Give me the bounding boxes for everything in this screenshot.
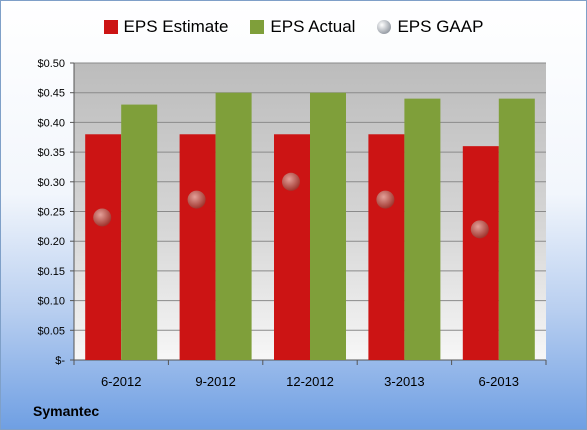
legend-item-estimate: EPS Estimate <box>103 17 229 37</box>
bar-eps-estimate <box>274 134 310 360</box>
marker-eps-gaap <box>470 220 489 239</box>
legend-item-gaap: EPS GAAP <box>377 17 483 37</box>
y-tick-label: $0.30 <box>37 177 65 189</box>
marker-eps-gaap <box>93 208 112 227</box>
marker-eps-gaap <box>187 190 206 209</box>
x-tick-label: 9-2012 <box>195 374 235 389</box>
y-tick-label: $0.10 <box>37 296 65 308</box>
x-tick-label: 3-2013 <box>384 374 424 389</box>
y-tick-label: $0.45 <box>37 88 65 100</box>
x-tick-label: 6-2013 <box>479 374 519 389</box>
legend-swatch-estimate <box>103 20 118 34</box>
legend-label-gaap: EPS GAAP <box>397 17 484 36</box>
y-tick-label: $0.50 <box>37 58 65 70</box>
bar-eps-actual <box>215 92 252 360</box>
bar-eps-actual <box>121 104 158 360</box>
bar-eps-estimate <box>85 134 122 360</box>
legend-swatch-actual <box>250 20 265 34</box>
bar-eps-actual <box>404 98 441 360</box>
x-tick-label: 6-2012 <box>101 374 141 389</box>
y-tick-label: $0.25 <box>37 207 65 219</box>
marker-eps-gaap <box>282 172 300 191</box>
bar-eps-actual <box>310 92 346 360</box>
x-tick-label: 12-2012 <box>286 374 334 389</box>
marker-eps-gaap <box>376 190 395 209</box>
bar-eps-estimate <box>368 134 405 360</box>
y-tick-label: $0.15 <box>37 266 65 278</box>
y-tick-label: $0.20 <box>37 236 65 248</box>
y-tick-label: $- <box>55 355 65 367</box>
legend-item-actual: EPS Actual <box>250 17 355 37</box>
y-tick-label: $0.05 <box>37 325 65 337</box>
bar-eps-estimate <box>462 146 499 360</box>
legend: EPS Estimate EPS Actual EPS GAAP <box>1 17 586 37</box>
legend-swatch-gaap <box>377 20 392 34</box>
company-name: Symantec <box>33 403 100 419</box>
legend-label-actual: EPS Actual <box>270 17 356 36</box>
y-tick-label: $0.40 <box>37 117 65 129</box>
y-tick-label: $0.35 <box>37 147 65 159</box>
legend-label-estimate: EPS Estimate <box>123 17 229 36</box>
bar-eps-actual <box>498 98 535 360</box>
bar-eps-estimate <box>179 134 216 360</box>
